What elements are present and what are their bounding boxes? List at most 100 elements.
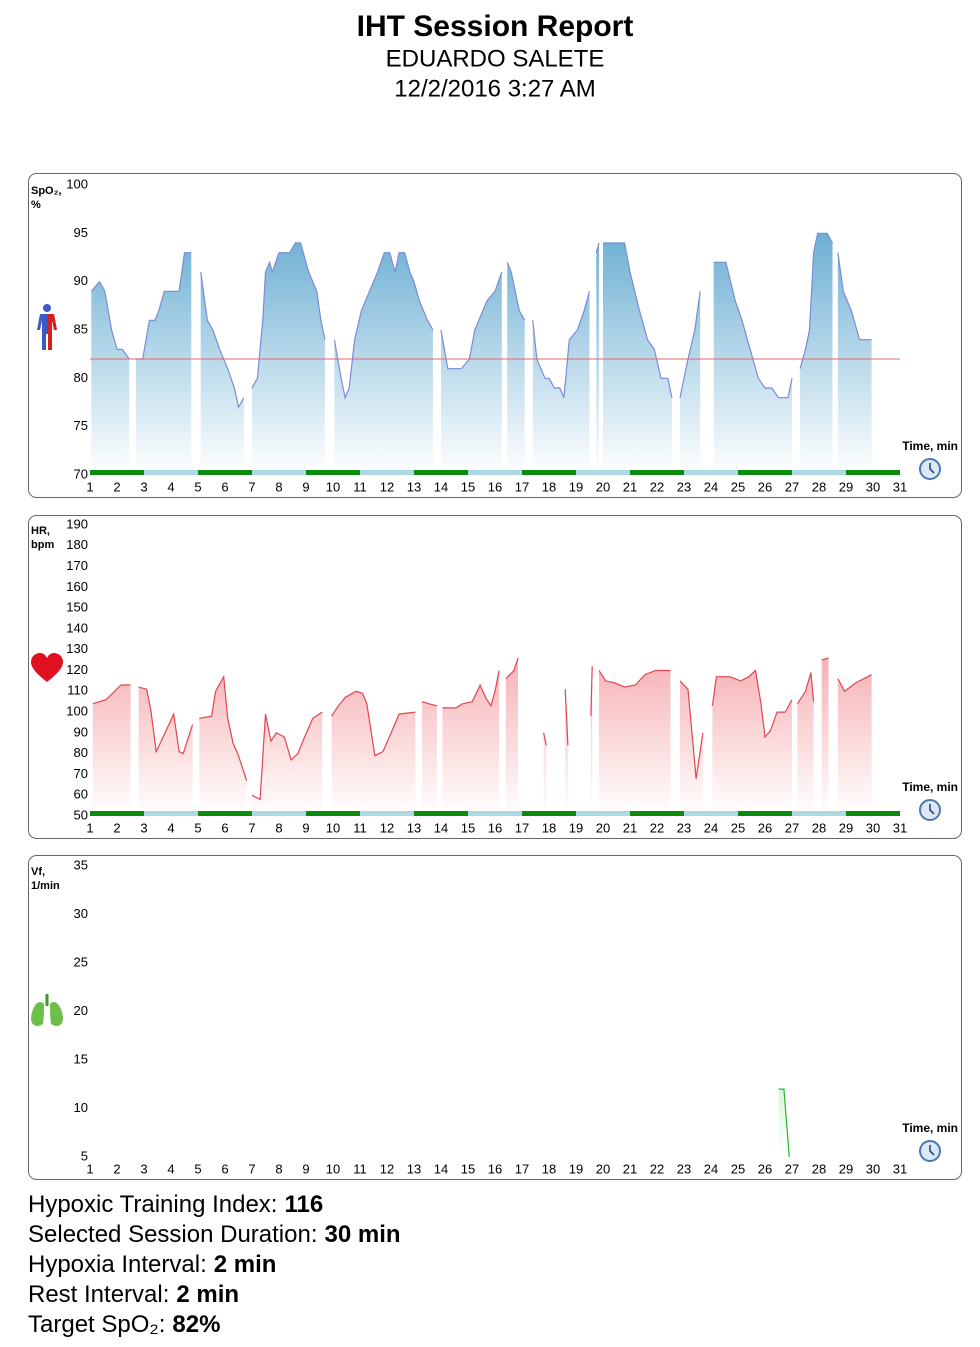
area-fill [821,658,829,816]
x-tick-label: 6 [221,479,228,494]
x-tick-label: 1 [86,820,93,835]
report-title: IHT Session Report [357,10,634,43]
x-tick-label: 20 [596,1161,610,1176]
x-tick-label: 12 [380,479,394,494]
data-line [603,242,673,398]
data-line [92,684,131,705]
area-fill [837,674,872,816]
area-fill [565,689,568,816]
data-line [564,689,569,746]
x-tick-label: 21 [623,1161,637,1176]
y-tick-label: 50 [74,807,88,822]
x-tick-label: 14 [434,479,448,494]
x-tick-label: 2 [113,820,120,835]
summary-row: Hypoxic Training Index: 116 [28,1190,401,1220]
y-axis-label: Vf, [31,866,45,878]
x-tick-label: 22 [650,1161,664,1176]
x-tick-label: 7 [248,1161,255,1176]
summary-row: Hypoxia Interval: 2 min [28,1250,401,1280]
x-tick-label: 14 [434,820,448,835]
area-fill [800,233,833,475]
x-tick-label: 30 [866,820,880,835]
summary-row: Rest Interval: 2 min [28,1280,401,1310]
data-line [532,291,591,398]
heart-icon [31,653,63,682]
summary: Hypoxic Training Index: 116 Selected Sess… [28,1190,401,1340]
x-tick-label: 8 [275,1161,282,1176]
x-tick-label: 25 [731,479,745,494]
x-axis-label: Time, min [902,1121,958,1135]
area-fill [543,732,547,816]
x-tick-label: 2 [113,1161,120,1176]
x-tick-label: 17 [515,820,529,835]
x-tick-label: 23 [677,820,691,835]
data-line [138,686,194,755]
x-tick-label: 25 [731,820,745,835]
data-line [595,242,600,253]
session-date: 12/2/2016 3:27 AM [394,75,596,102]
panel [28,855,962,1180]
x-tick-label: 4 [167,1161,174,1176]
x-tick-label: 21 [623,479,637,494]
data-line [333,252,434,400]
x-tick-label: 4 [167,479,174,494]
data-line [837,252,872,341]
x-tick-label: 3 [140,479,147,494]
x-tick-label: 24 [704,820,718,835]
summary-value: 116 [284,1191,324,1218]
lungs-icon [31,994,63,1026]
data-line [440,271,503,370]
x-tick-label: 15 [461,820,475,835]
x-tick-label: 13 [407,1161,421,1176]
x-tick-label: 16 [488,820,502,835]
y-tick-label: 160 [66,579,88,594]
x-tick-label: 12 [380,820,394,835]
x-tick-label: 5 [194,820,201,835]
panel [28,173,962,498]
area-fill [334,252,433,475]
interval-bar [792,811,846,816]
area-fill [199,676,247,816]
summary-label: Selected Session Duration: [28,1221,318,1248]
x-tick-label: 28 [812,479,826,494]
data-line [796,672,815,705]
area-fill [505,658,518,816]
data-line [799,232,834,369]
x-tick-label: 29 [839,1161,853,1176]
x-tick-label: 19 [569,1161,583,1176]
summary-value: 30 min [324,1221,401,1248]
x-tick-label: 7 [248,479,255,494]
x-tick-label: 8 [275,820,282,835]
area-fill [712,670,792,816]
data-line [590,666,593,717]
x-tick-label: 7 [248,820,255,835]
x-tick-label: 14 [434,1161,448,1176]
summary-row: Selected Session Duration: 30 min [28,1220,401,1250]
y-tick-label: 85 [74,321,88,336]
y-tick-label: 35 [74,857,88,872]
data-line [135,252,192,360]
x-axis-label: Time, min [902,439,958,453]
x-tick-label: 23 [677,479,691,494]
x-tick-label: 11 [353,479,367,494]
data-line [251,242,326,389]
summary-value: 2 min [213,1251,277,1278]
data-line [598,669,671,688]
x-tick-label: 25 [731,1161,745,1176]
data-line [199,674,248,781]
y-tick-label: 110 [67,683,88,698]
summary-label: Target SpO₂: [28,1311,166,1338]
y-axis-label: 1/min [31,880,60,892]
clock-icon [919,799,941,821]
data-line [505,657,519,680]
x-tick-label: 16 [488,479,502,494]
area-fill [91,281,130,475]
x-tick-label: 10 [326,479,340,494]
x-tick-label: 18 [542,479,556,494]
x-tick-label: 13 [407,820,421,835]
area-fill [138,687,193,816]
x-tick-label: 30 [866,479,880,494]
x-tick-label: 26 [758,820,772,835]
panel [28,515,962,839]
